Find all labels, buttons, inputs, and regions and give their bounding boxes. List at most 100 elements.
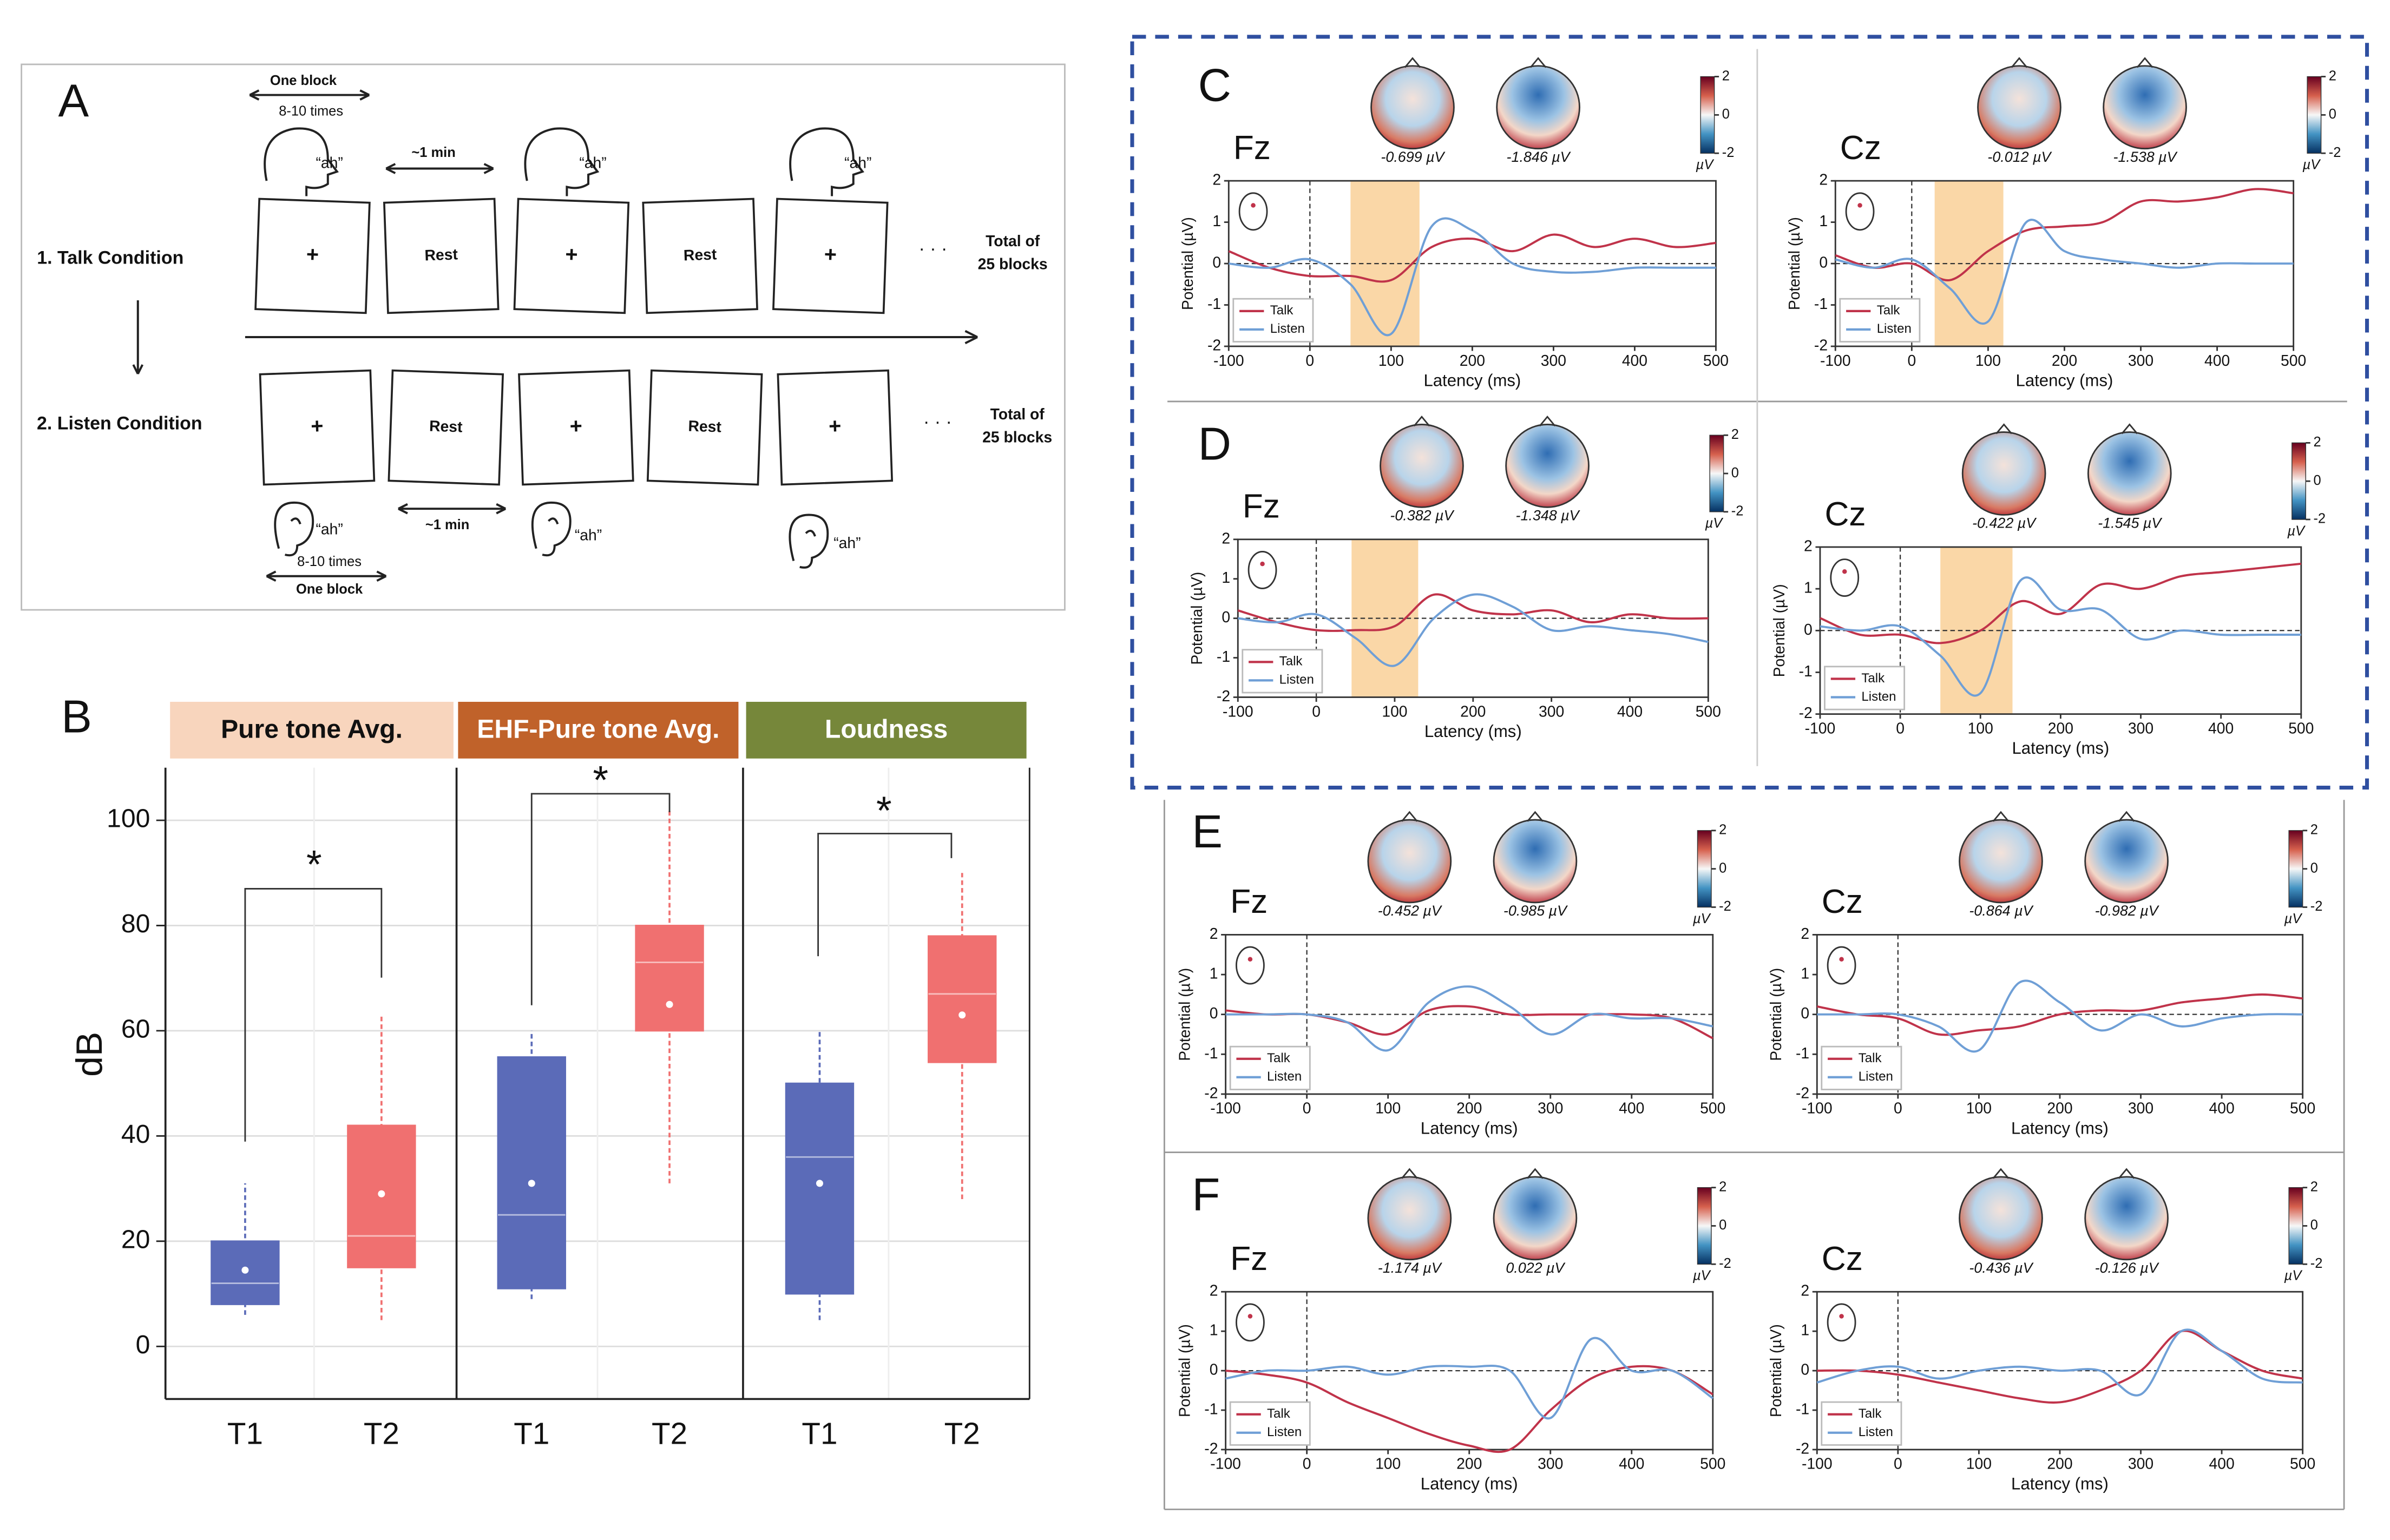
y-axis-label: Potential (µV) <box>1785 217 1803 310</box>
y-tick-label: 60 <box>121 1015 150 1044</box>
screen-frame <box>518 369 634 486</box>
colorbar <box>1700 76 1715 154</box>
topomap <box>1959 1176 2043 1261</box>
legend-box <box>1229 1401 1311 1446</box>
legend-box <box>1242 649 1323 694</box>
legend-box <box>1229 1045 1311 1090</box>
y-axis-label: Potential (µV) <box>1176 968 1193 1061</box>
topomap <box>1505 424 1590 508</box>
legend-label: Talk <box>1267 1051 1291 1065</box>
colorbar <box>1697 830 1712 908</box>
arrow <box>132 300 144 374</box>
colorbar-tick-label: 0 <box>1722 107 1730 122</box>
y-tick-label: -1 <box>1814 295 1828 312</box>
electrode-title: Fz <box>1230 1240 1268 1278</box>
x-tick-label: 400 <box>2204 352 2230 369</box>
colorbar-tick-label: 0 <box>1731 465 1739 481</box>
legend-label: Listen <box>1267 1069 1302 1084</box>
x-tick-label: 300 <box>2128 1100 2153 1117</box>
electrode-title: Cz <box>1824 496 1866 533</box>
x-tick-label: 500 <box>2281 352 2306 369</box>
colorbar-tick-label: 2 <box>1719 822 1726 838</box>
x-axis-label: Latency (ms) <box>1423 371 1521 390</box>
mean-dot <box>816 1180 823 1187</box>
schematic-text: 8-10 times <box>279 103 343 119</box>
topomap <box>1367 819 1452 904</box>
y-axis-label: Potential (µV) <box>1188 572 1205 665</box>
cd-dashed-frame <box>1130 35 2369 790</box>
y-tick-label: -2 <box>1796 1084 1809 1101</box>
fixation-cross: + <box>565 242 579 267</box>
colorbar-label: µV <box>2302 157 2321 173</box>
colorbar-tick-label: -2 <box>1719 1256 1731 1271</box>
head-icon <box>789 127 864 196</box>
topomap-nose <box>1401 1168 1418 1179</box>
legend-label: Talk <box>1270 303 1294 318</box>
y-tick-label: 1 <box>1222 569 1230 586</box>
y-tick-label: 1 <box>1212 212 1221 229</box>
mean-dot <box>528 1180 535 1187</box>
topomap-value: -0.452 µV <box>1378 903 1443 919</box>
significance-bracket <box>817 833 953 957</box>
mean-dot <box>666 1001 673 1008</box>
fixation-cross: + <box>311 414 324 438</box>
legend-box <box>1824 666 1906 710</box>
colorbar-tick-label: 2 <box>2310 822 2318 838</box>
fixation-cross: + <box>824 242 837 267</box>
y-tick-label: 1 <box>1804 579 1813 596</box>
topomap-nose <box>1539 416 1556 427</box>
colorbar-label: µV <box>1692 1268 1711 1284</box>
group-header-text: Pure tone Avg. <box>221 715 403 744</box>
panel-label: E <box>1192 806 1223 857</box>
total-text: Total of <box>986 232 1040 249</box>
legend-label: Listen <box>1279 673 1314 687</box>
legend-label: Listen <box>1267 1425 1302 1439</box>
y-tick-label: 2 <box>1222 529 1230 547</box>
x-tick-label: 0 <box>1894 1455 1902 1472</box>
ear-icon <box>274 501 314 557</box>
x-tick-label: 300 <box>1538 1100 1563 1117</box>
vocal-text: “ah” <box>575 527 602 544</box>
significance-bracket <box>244 888 383 1142</box>
y-tick-label: -2 <box>1814 336 1828 353</box>
box <box>497 1056 566 1289</box>
topomap-nose <box>1401 811 1418 822</box>
total-text: Total of <box>990 405 1045 423</box>
erp-line <box>1820 562 2302 644</box>
y-tick-label: -2 <box>1204 1439 1218 1457</box>
y-tick-label: 1 <box>1210 965 1218 982</box>
y-tick-label: -1 <box>1217 648 1230 665</box>
x-tick-label: T1 <box>802 1416 837 1450</box>
y-tick-label: 20 <box>121 1225 150 1254</box>
vocal-text: “ah” <box>316 154 343 171</box>
schematic-text: 8-10 times <box>297 554 362 569</box>
x-tick-label: 100 <box>1382 702 1407 720</box>
erp-line <box>1225 1337 1713 1420</box>
vocal-text: “ah” <box>833 534 861 551</box>
x-tick-label: 300 <box>2128 719 2153 736</box>
topomap-value: -1.538 µV <box>2113 149 2178 165</box>
x-tick-label: 400 <box>2208 719 2234 736</box>
screen-frame <box>388 369 504 486</box>
group-header <box>746 701 1027 759</box>
topomap-nose <box>2011 57 2028 68</box>
electrode-dot <box>1260 561 1265 567</box>
x-tick-label: 100 <box>1975 352 2001 369</box>
x-tick-label: 100 <box>1966 1455 1992 1472</box>
x-axis-label: Latency (ms) <box>2011 1474 2109 1493</box>
y-tick-label: -1 <box>1204 1044 1218 1062</box>
x-tick-label: 500 <box>1703 352 1729 369</box>
screen-frame <box>254 198 371 314</box>
colorbar-tick-label: -2 <box>2310 899 2323 914</box>
electrode-dot <box>1842 569 1847 574</box>
electrode-title: Cz <box>1822 883 1863 920</box>
colorbar-label: µV <box>2287 523 2306 538</box>
x-axis-label: Latency (ms) <box>2012 739 2109 758</box>
topomap <box>1493 819 1578 904</box>
y-tick-label: -1 <box>1799 662 1813 680</box>
legend-label: Talk <box>1859 1051 1882 1065</box>
screen-frame <box>772 198 889 314</box>
mean-dot <box>241 1266 249 1274</box>
x-tick-label: 100 <box>1375 1455 1401 1472</box>
x-tick-label: 0 <box>1303 1455 1311 1472</box>
